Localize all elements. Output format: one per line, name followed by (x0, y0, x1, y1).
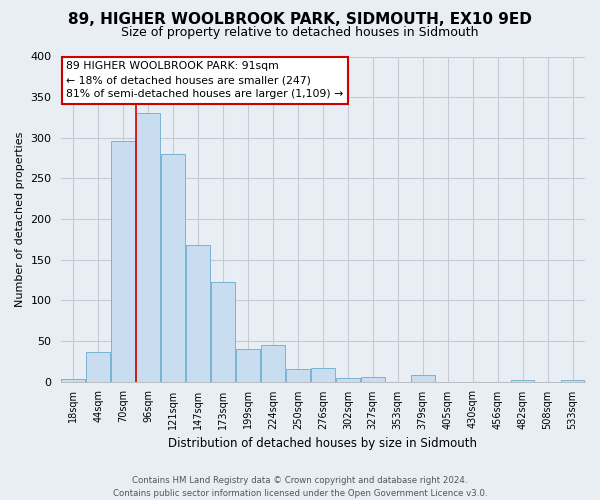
Bar (211, 282, 235, 382)
Bar (161, 154, 185, 382)
Bar (111, 141, 135, 382)
Bar (311, 368, 335, 382)
Bar (261, 345, 285, 382)
Bar (336, 378, 359, 382)
Text: 89 HIGHER WOOLBROOK PARK: 91sqm
← 18% of detached houses are smaller (247)
81% o: 89 HIGHER WOOLBROOK PARK: 91sqm ← 18% of… (66, 62, 343, 100)
Bar (511, 380, 535, 382)
Text: Contains HM Land Registry data © Crown copyright and database right 2024.
Contai: Contains HM Land Registry data © Crown c… (113, 476, 487, 498)
Bar (560, 380, 584, 382)
Bar (186, 245, 210, 382)
Text: 89, HIGHER WOOLBROOK PARK, SIDMOUTH, EX10 9ED: 89, HIGHER WOOLBROOK PARK, SIDMOUTH, EX1… (68, 12, 532, 28)
Text: Size of property relative to detached houses in Sidmouth: Size of property relative to detached ho… (121, 26, 479, 39)
Bar (236, 349, 260, 382)
Bar (286, 368, 310, 382)
Y-axis label: Number of detached properties: Number of detached properties (15, 132, 25, 307)
Bar (86, 352, 110, 382)
Bar (136, 114, 160, 382)
Bar (361, 377, 385, 382)
Bar (61, 379, 85, 382)
X-axis label: Distribution of detached houses by size in Sidmouth: Distribution of detached houses by size … (169, 437, 478, 450)
Bar (411, 375, 434, 382)
